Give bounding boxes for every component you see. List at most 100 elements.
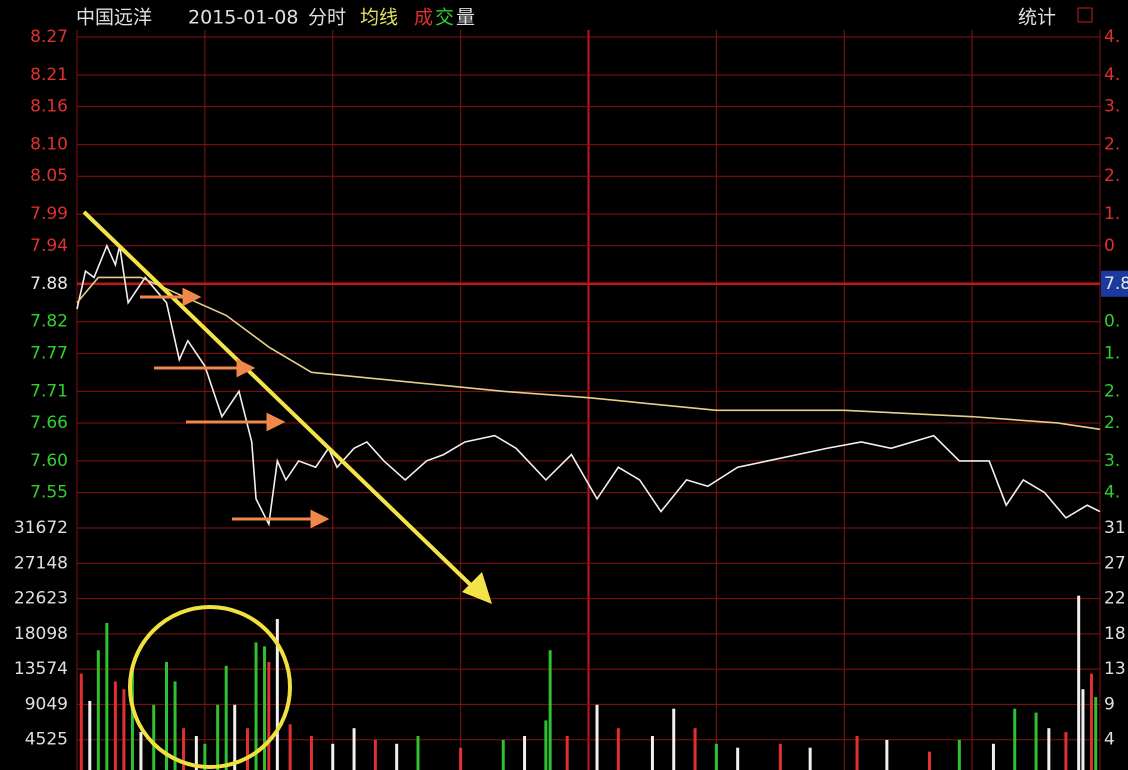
- volume-bar: [957, 739, 961, 770]
- right-tick-label: 3.: [1104, 451, 1120, 471]
- volume-bar: [122, 689, 126, 770]
- y-tick-label: 8.16: [30, 97, 68, 117]
- volume-bar: [79, 673, 83, 770]
- line-price: [76, 243, 1101, 527]
- right-tick-label: 2.: [1104, 135, 1120, 155]
- line-average: [76, 276, 1101, 431]
- right-tick-label: 4.: [1104, 65, 1120, 85]
- volume-bar: [165, 661, 169, 770]
- y-tick-label: 13574: [14, 659, 68, 679]
- volume-bar: [105, 622, 109, 770]
- volume-bar: [373, 739, 377, 770]
- volume-bar: [523, 736, 527, 770]
- volume-bar: [96, 650, 100, 770]
- y-tick-label: 7.99: [30, 204, 68, 224]
- y-tick-label: 18098: [14, 624, 68, 644]
- right-tick-label: 0: [1104, 236, 1115, 256]
- volume-bar: [416, 736, 420, 770]
- stats-button[interactable]: 统计: [1018, 7, 1056, 29]
- volume-bar: [139, 732, 143, 770]
- right-tick-label: 2.: [1104, 413, 1120, 433]
- volume-bar: [991, 743, 995, 770]
- y-tick-label: 9049: [25, 694, 68, 714]
- volume-bar: [194, 736, 198, 770]
- avg-legend: 均线: [360, 7, 398, 29]
- volume-bar: [565, 736, 569, 770]
- volume-bar: [778, 743, 782, 770]
- right-tick-label: 31: [1104, 518, 1126, 538]
- volume-bar: [130, 665, 134, 770]
- stock-name: 中国远洋: [76, 7, 152, 29]
- volume-bar: [501, 739, 505, 770]
- right-tick-label: 1.: [1104, 204, 1120, 224]
- volume-bar: [1081, 689, 1085, 770]
- y-tick-label: 7.60: [30, 451, 68, 471]
- vol-legend: 交: [435, 7, 454, 29]
- right-tick-label: 4.: [1104, 27, 1120, 47]
- y-tick-label: 8.21: [30, 65, 68, 85]
- y-tick-label: 31672: [14, 518, 68, 538]
- volume-bar: [928, 751, 931, 770]
- right-tick-label: 7.8: [1104, 274, 1128, 294]
- volume-bar: [173, 681, 177, 770]
- volume-bar: [459, 747, 463, 770]
- y-tick-label: 8.05: [30, 166, 68, 186]
- volume-bar: [693, 728, 697, 770]
- volume-bar: [1089, 673, 1093, 770]
- mode: 分时: [308, 7, 346, 29]
- volume-bar: [616, 728, 620, 770]
- y-tick-label: 7.94: [30, 236, 68, 256]
- volume-bar: [736, 747, 740, 770]
- volume-bar: [672, 708, 676, 770]
- y-tick-label: 22623: [14, 589, 68, 609]
- volume-bar: [246, 728, 249, 770]
- volume-bar: [113, 681, 117, 770]
- right-tick-label: 2.: [1104, 166, 1120, 186]
- volume-bar: [309, 736, 313, 770]
- volume-bar: [288, 724, 292, 770]
- volume-bar: [650, 736, 654, 770]
- right-tick-label: 4: [1104, 730, 1115, 750]
- volume-bar: [203, 743, 207, 770]
- volume-bar: [352, 728, 356, 770]
- volume-bar: [395, 743, 399, 770]
- y-tick-label: 8.10: [30, 135, 68, 155]
- volume-bar: [88, 700, 92, 770]
- y-tick-label: 27148: [14, 553, 68, 573]
- volume-bar: [1077, 595, 1081, 770]
- volume-bar: [1034, 712, 1038, 770]
- right-tick-label: 3.: [1104, 97, 1120, 117]
- right-tick-label: 18: [1104, 624, 1126, 644]
- volume-bar: [544, 720, 548, 770]
- right-tick-label: 27: [1104, 553, 1126, 573]
- trend-arrow: [82, 210, 480, 594]
- volume-bar: [331, 743, 335, 770]
- annotations: [82, 210, 492, 769]
- y-tick-label: 7.55: [30, 483, 68, 503]
- vol-legend: 量: [456, 7, 475, 29]
- y-tick-label: 7.88: [30, 274, 68, 294]
- current-price-box: [1101, 270, 1128, 297]
- volume-bar: [233, 704, 237, 770]
- window-icon[interactable]: [1077, 7, 1093, 23]
- volume-bar: [1094, 697, 1098, 770]
- y-tick-label: 7.82: [30, 312, 68, 332]
- right-tick-label: 1.: [1104, 343, 1120, 363]
- volume-bar: [182, 728, 186, 770]
- right-tick-label: 4.: [1104, 483, 1120, 503]
- right-tick-label: 22: [1104, 589, 1126, 609]
- right-tick-label: 13: [1104, 659, 1126, 679]
- volume-bar: [1064, 732, 1068, 770]
- y-tick-label: 4525: [25, 730, 68, 750]
- y-tick-label: 8.27: [30, 27, 68, 47]
- volume-bar: [224, 665, 228, 770]
- volume-bar: [152, 704, 156, 770]
- y-tick-label: 7.66: [30, 413, 68, 433]
- volume-bar: [216, 704, 220, 770]
- date: 2015-01-08: [188, 7, 298, 29]
- vol-legend: 成: [414, 7, 433, 29]
- volume-bar: [595, 704, 599, 770]
- y-tick-label: 7.77: [30, 343, 68, 363]
- volume-bar: [267, 661, 271, 770]
